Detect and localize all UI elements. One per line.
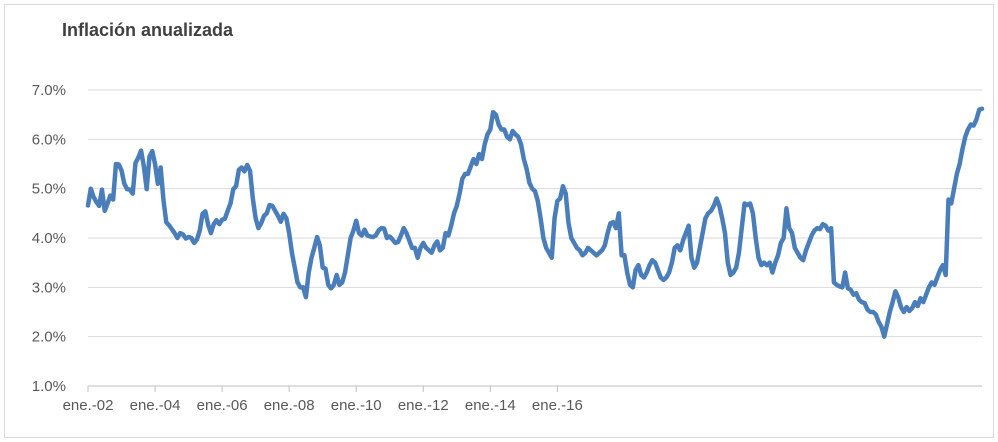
x-axis-ticks: ene.-02 ene.-04 ene.-06 ene.-08 ene.-10 ene.-… [63, 386, 583, 414]
x-tick-label: ene.-02 [63, 397, 114, 414]
y-tick-label: 3.0% [32, 279, 66, 296]
y-tick-label: 7.0% [32, 82, 66, 99]
y-tick-label: 6.0% [32, 131, 66, 148]
gridlines [88, 89, 982, 387]
y-tick-label: 1.0% [32, 378, 66, 395]
x-tick-label: ene.-16 [532, 397, 583, 414]
x-tick-label: ene.-14 [465, 397, 516, 414]
x-tick-label: ene.-04 [130, 397, 181, 414]
y-axis-ticks: 1.0% 2.0% 3.0% 4.0% 5.0% 6.0% 7.0% [32, 82, 66, 395]
y-tick-label: 4.0% [32, 230, 66, 247]
x-tick-label: ene.-06 [197, 397, 248, 414]
series-group [85, 106, 985, 339]
y-tick-label: 2.0% [32, 329, 66, 346]
inflation-series-line [85, 106, 985, 339]
y-tick-label: 5.0% [32, 181, 66, 198]
x-tick-label: ene.-10 [331, 397, 382, 414]
chart-title: Inflación anualizada [62, 20, 234, 40]
x-tick-label: ene.-08 [264, 397, 315, 414]
chart-frame [4, 4, 994, 438]
x-tick-label: ene.-12 [398, 397, 449, 414]
